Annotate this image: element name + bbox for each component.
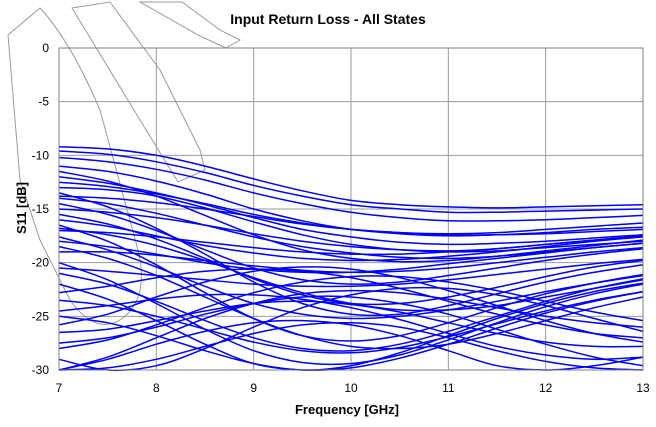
series-line-9	[58, 218, 644, 262]
series-line-22	[58, 272, 644, 352]
x-axis-label: Frequency [GHz]	[295, 402, 399, 417]
watermark-outline	[7, 7, 142, 325]
series-line-16	[58, 261, 644, 366]
x-axis-ticks: 7 8 9 10 11 12 13	[56, 381, 650, 395]
y-tick-label: -20	[32, 256, 50, 270]
series-line-26	[58, 286, 644, 372]
series-line-19	[58, 289, 644, 371]
series-line-31	[58, 258, 644, 288]
series-line-12	[58, 246, 644, 274]
series-line-32	[58, 295, 644, 367]
watermark	[7, 1, 242, 325]
series-line-36	[58, 236, 644, 320]
series-line-24	[58, 321, 644, 371]
y-tick-label: -10	[32, 148, 50, 162]
series-line-25	[58, 293, 644, 361]
grid	[58, 47, 644, 371]
y-axis-label: S11 [dB]	[14, 182, 29, 234]
series-layer	[58, 145, 644, 372]
y-axis-ticks: 0 -5 -10 -15 -20 -25 -30	[32, 41, 50, 377]
series-line-10	[58, 229, 644, 256]
watermark-outline	[138, 1, 242, 49]
series-line-2	[58, 150, 644, 214]
series-line-34	[58, 170, 644, 263]
y-tick-label: -30	[32, 363, 50, 377]
series-line-37	[58, 268, 644, 339]
series-line-1	[58, 145, 644, 209]
series-line-14	[58, 192, 644, 317]
x-tick-label: 13	[636, 381, 650, 395]
y-tick-label: -5	[38, 95, 49, 109]
series-line-35	[58, 195, 644, 236]
series-line-5	[58, 176, 644, 246]
series-line-21	[58, 282, 644, 371]
x-tick-label: 7	[56, 381, 63, 395]
series-line-23	[58, 300, 644, 348]
series-line-18	[58, 290, 644, 354]
series-line-15	[58, 224, 644, 342]
x-tick-label: 11	[442, 381, 455, 395]
y-tick-label: -25	[32, 309, 50, 323]
plot-area	[58, 47, 644, 371]
chart-title: Input Return Loss - All States	[230, 11, 426, 27]
x-tick-label: 10	[344, 381, 358, 395]
series-line-3	[58, 156, 644, 222]
x-tick-label: 9	[250, 381, 257, 395]
y-tick-label: -15	[32, 202, 50, 216]
series-line-29	[58, 227, 644, 312]
y-tick-label: 0	[42, 41, 49, 55]
x-tick-label: 8	[153, 381, 160, 395]
series-line-7	[58, 197, 644, 260]
series-line-38	[58, 266, 644, 343]
watermark-outline	[71, 1, 206, 183]
series-line-13	[58, 202, 644, 285]
x-tick-label: 12	[539, 381, 553, 395]
